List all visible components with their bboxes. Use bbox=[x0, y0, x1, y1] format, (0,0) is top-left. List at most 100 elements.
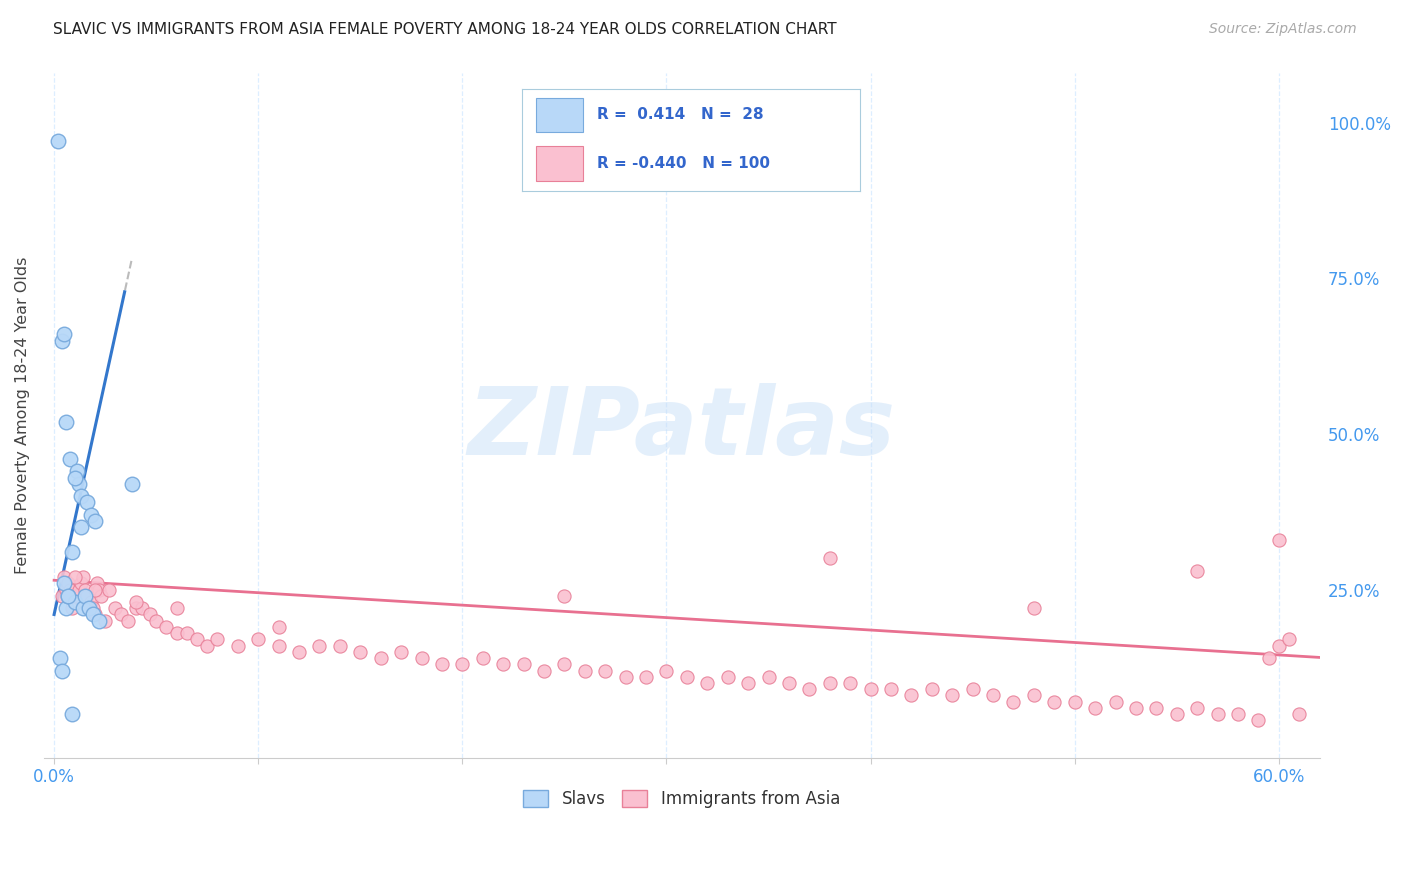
Point bbox=[121, 476, 143, 491]
Point bbox=[63, 589, 86, 603]
Legend: Slavs, Immigrants from Asia: Slavs, Immigrants from Asia bbox=[517, 783, 846, 814]
Point bbox=[94, 614, 117, 628]
Point bbox=[267, 620, 290, 634]
Point bbox=[1257, 651, 1279, 665]
Point bbox=[471, 651, 494, 665]
Point bbox=[46, 135, 69, 149]
Point bbox=[87, 582, 110, 597]
Point bbox=[82, 601, 104, 615]
Point bbox=[69, 489, 91, 503]
Point bbox=[53, 576, 76, 591]
Point bbox=[63, 470, 86, 484]
Point bbox=[1063, 695, 1085, 709]
Point bbox=[981, 689, 1004, 703]
Point bbox=[58, 589, 80, 603]
Point bbox=[58, 576, 80, 591]
Text: ZIPatlas: ZIPatlas bbox=[468, 383, 896, 475]
Point bbox=[80, 595, 103, 609]
Point bbox=[73, 582, 96, 597]
Point bbox=[593, 664, 616, 678]
Point bbox=[389, 645, 412, 659]
Point bbox=[87, 614, 110, 628]
Point bbox=[69, 576, 91, 591]
Point bbox=[62, 707, 84, 722]
Point bbox=[73, 589, 96, 603]
Point bbox=[921, 682, 943, 697]
Point bbox=[430, 657, 453, 672]
Point bbox=[125, 601, 148, 615]
Point bbox=[176, 626, 198, 640]
Point bbox=[818, 676, 841, 690]
Point bbox=[1022, 689, 1045, 703]
Point bbox=[72, 570, 94, 584]
Point bbox=[76, 589, 98, 603]
Point bbox=[84, 514, 107, 528]
Point bbox=[1022, 601, 1045, 615]
Point bbox=[553, 589, 575, 603]
Point bbox=[63, 595, 86, 609]
Point bbox=[59, 582, 82, 597]
Point bbox=[84, 582, 107, 597]
Point bbox=[55, 415, 77, 429]
Point bbox=[110, 607, 132, 622]
Point bbox=[1185, 564, 1208, 578]
Point bbox=[226, 639, 249, 653]
Point bbox=[799, 682, 821, 697]
Point bbox=[962, 682, 984, 697]
Point bbox=[1002, 695, 1025, 709]
Point bbox=[247, 632, 270, 647]
Point bbox=[86, 576, 108, 591]
Point bbox=[1144, 701, 1167, 715]
Point bbox=[84, 607, 107, 622]
Point bbox=[166, 601, 188, 615]
Point bbox=[58, 589, 80, 603]
Y-axis label: Female Poverty Among 18-24 Year Olds: Female Poverty Among 18-24 Year Olds bbox=[15, 257, 30, 574]
Point bbox=[117, 614, 139, 628]
Point bbox=[717, 670, 740, 684]
Point bbox=[1268, 639, 1291, 653]
Point bbox=[67, 582, 90, 597]
Point bbox=[1206, 707, 1229, 722]
Point bbox=[65, 589, 87, 603]
Point bbox=[51, 334, 73, 348]
Point bbox=[131, 601, 153, 615]
Text: SLAVIC VS IMMIGRANTS FROM ASIA FEMALE POVERTY AMONG 18-24 YEAR OLDS CORRELATION : SLAVIC VS IMMIGRANTS FROM ASIA FEMALE PO… bbox=[53, 22, 837, 37]
Point bbox=[72, 601, 94, 615]
Text: Source: ZipAtlas.com: Source: ZipAtlas.com bbox=[1209, 22, 1357, 37]
Point bbox=[1084, 701, 1107, 715]
Point bbox=[349, 645, 371, 659]
Point bbox=[63, 570, 86, 584]
Point bbox=[55, 601, 77, 615]
Point bbox=[53, 570, 76, 584]
Point bbox=[1268, 533, 1291, 547]
Point bbox=[492, 657, 515, 672]
Point bbox=[104, 601, 127, 615]
Point bbox=[166, 626, 188, 640]
Point bbox=[370, 651, 392, 665]
Point bbox=[67, 476, 90, 491]
Point bbox=[145, 614, 167, 628]
Point bbox=[880, 682, 903, 697]
Point bbox=[65, 464, 87, 478]
Point bbox=[1185, 701, 1208, 715]
Point bbox=[49, 651, 72, 665]
Point bbox=[82, 607, 104, 622]
Point bbox=[195, 639, 218, 653]
Point bbox=[1227, 707, 1250, 722]
Point bbox=[451, 657, 474, 672]
Point bbox=[267, 639, 290, 653]
Point bbox=[411, 651, 433, 665]
Point bbox=[818, 551, 841, 566]
Point bbox=[308, 639, 330, 653]
Point bbox=[655, 664, 678, 678]
Point bbox=[614, 670, 637, 684]
Point bbox=[512, 657, 534, 672]
Point bbox=[1247, 714, 1270, 728]
Point bbox=[139, 607, 162, 622]
Point bbox=[553, 657, 575, 672]
Point bbox=[77, 601, 100, 615]
Point bbox=[51, 589, 73, 603]
Point bbox=[155, 620, 177, 634]
Point bbox=[98, 582, 121, 597]
Point bbox=[676, 670, 699, 684]
